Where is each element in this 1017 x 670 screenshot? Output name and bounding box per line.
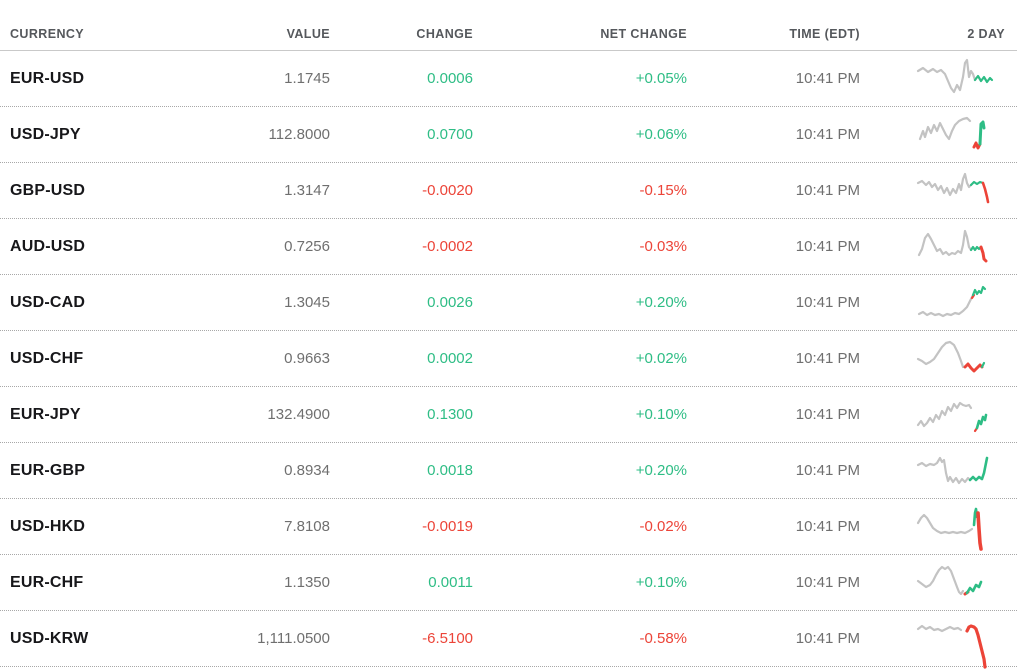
time-cell: 10:41 PM xyxy=(795,294,860,311)
two-day-sparkline xyxy=(915,617,1005,669)
column-header-time: TIME (EDT) xyxy=(789,27,860,41)
change-cell: 0.0002 xyxy=(427,350,473,367)
currency-pair-link[interactable]: EUR-GBP xyxy=(10,461,86,479)
two-day-sparkline xyxy=(915,561,1005,605)
net-change-cell: -0.02% xyxy=(639,518,687,535)
table-row: USD-CHF 0.9663 0.0002 +0.02% 10:41 PM xyxy=(0,331,1017,387)
net-change-cell: +0.05% xyxy=(635,70,687,87)
currency-pair-link[interactable]: USD-HKD xyxy=(10,517,86,535)
change-cell: 0.0006 xyxy=(427,70,473,87)
two-day-sparkline xyxy=(915,225,1005,269)
value-cell: 1.3147 xyxy=(284,182,330,199)
two-day-sparkline xyxy=(915,505,1005,551)
net-change-cell: +0.02% xyxy=(635,350,687,367)
net-change-cell: +0.20% xyxy=(635,294,687,311)
currency-pair-link[interactable]: USD-KRW xyxy=(10,629,89,647)
table-row: GBP-USD 1.3147 -0.0020 -0.15% 10:41 PM xyxy=(0,163,1017,219)
column-header-value: VALUE xyxy=(286,27,330,41)
value-cell: 0.7256 xyxy=(284,238,330,255)
column-header-2-day: 2 DAY xyxy=(967,27,1005,41)
value-cell: 7.8108 xyxy=(284,518,330,535)
net-change-cell: -0.03% xyxy=(639,238,687,255)
table-row: EUR-JPY 132.4900 0.1300 +0.10% 10:41 PM xyxy=(0,387,1017,443)
currency-pair-link[interactable]: AUD-USD xyxy=(10,237,86,255)
change-cell: 0.0026 xyxy=(427,294,473,311)
time-cell: 10:41 PM xyxy=(795,518,860,535)
currency-pair-link[interactable]: EUR-USD xyxy=(10,69,85,87)
column-header-currency: CURRENCY xyxy=(10,27,85,41)
currency-pair-link[interactable]: USD-CHF xyxy=(10,349,84,367)
table-row: EUR-CHF 1.1350 0.0011 +0.10% 10:41 PM xyxy=(0,555,1017,611)
currency-pair-link[interactable]: USD-CAD xyxy=(10,293,86,311)
column-header-change: CHANGE xyxy=(416,27,473,41)
value-cell: 1.1745 xyxy=(284,70,330,87)
two-day-sparkline xyxy=(915,449,1005,493)
two-day-sparkline xyxy=(915,393,1005,437)
table-row: USD-KRW 1,111.0500 -6.5100 -0.58% 10:41 … xyxy=(0,611,1017,669)
value-cell: 0.9663 xyxy=(284,350,330,367)
net-change-cell: -0.58% xyxy=(639,630,687,647)
change-cell: 0.0700 xyxy=(427,126,473,143)
value-cell: 1.1350 xyxy=(284,574,330,591)
time-cell: 10:41 PM xyxy=(795,462,860,479)
value-cell: 132.4900 xyxy=(267,406,330,423)
value-cell: 0.8934 xyxy=(284,462,330,479)
table-row: USD-CAD 1.3045 0.0026 +0.20% 10:41 PM xyxy=(0,275,1017,331)
change-cell: -0.0019 xyxy=(422,518,473,535)
change-cell: -0.0020 xyxy=(422,182,473,199)
change-cell: -6.5100 xyxy=(422,630,473,647)
time-cell: 10:41 PM xyxy=(795,238,860,255)
currency-pair-link[interactable]: EUR-JPY xyxy=(10,405,81,423)
two-day-sparkline xyxy=(915,57,1005,101)
net-change-cell: +0.20% xyxy=(635,462,687,479)
net-change-cell: +0.10% xyxy=(635,406,687,423)
net-change-cell: +0.06% xyxy=(635,126,687,143)
change-cell: 0.0011 xyxy=(428,574,473,591)
currency-pair-link[interactable]: GBP-USD xyxy=(10,181,86,199)
two-day-sparkline xyxy=(915,337,1005,381)
two-day-sparkline xyxy=(915,113,1005,157)
table-row: EUR-USD 1.1745 0.0006 +0.05% 10:41 PM xyxy=(0,51,1017,107)
value-cell: 112.8000 xyxy=(268,126,330,143)
table-body: EUR-USD 1.1745 0.0006 +0.05% 10:41 PM US… xyxy=(0,51,1017,669)
net-change-cell: +0.10% xyxy=(635,574,687,591)
table-row: EUR-GBP 0.8934 0.0018 +0.20% 10:41 PM xyxy=(0,443,1017,499)
change-cell: -0.0002 xyxy=(422,238,473,255)
time-cell: 10:41 PM xyxy=(795,406,860,423)
table-row: USD-HKD 7.8108 -0.0019 -0.02% 10:41 PM xyxy=(0,499,1017,555)
two-day-sparkline xyxy=(915,281,1005,325)
time-cell: 10:41 PM xyxy=(795,630,860,647)
value-cell: 1.3045 xyxy=(284,294,330,311)
currency-pair-link[interactable]: USD-JPY xyxy=(10,125,81,143)
table-header: CURRENCY VALUE CHANGE NET CHANGE TIME (E… xyxy=(0,0,1017,51)
time-cell: 10:41 PM xyxy=(795,126,860,143)
two-day-sparkline xyxy=(915,169,1005,213)
change-cell: 0.0018 xyxy=(427,462,473,479)
table-row: AUD-USD 0.7256 -0.0002 -0.03% 10:41 PM xyxy=(0,219,1017,275)
time-cell: 10:41 PM xyxy=(795,182,860,199)
column-header-net-change: NET CHANGE xyxy=(600,27,687,41)
change-cell: 0.1300 xyxy=(427,406,473,423)
time-cell: 10:41 PM xyxy=(795,574,860,591)
time-cell: 10:41 PM xyxy=(795,350,860,367)
net-change-cell: -0.15% xyxy=(639,182,687,199)
value-cell: 1,111.0500 xyxy=(257,630,330,647)
table-row: USD-JPY 112.8000 0.0700 +0.06% 10:41 PM xyxy=(0,107,1017,163)
time-cell: 10:41 PM xyxy=(795,70,860,87)
currency-pair-link[interactable]: EUR-CHF xyxy=(10,573,84,591)
